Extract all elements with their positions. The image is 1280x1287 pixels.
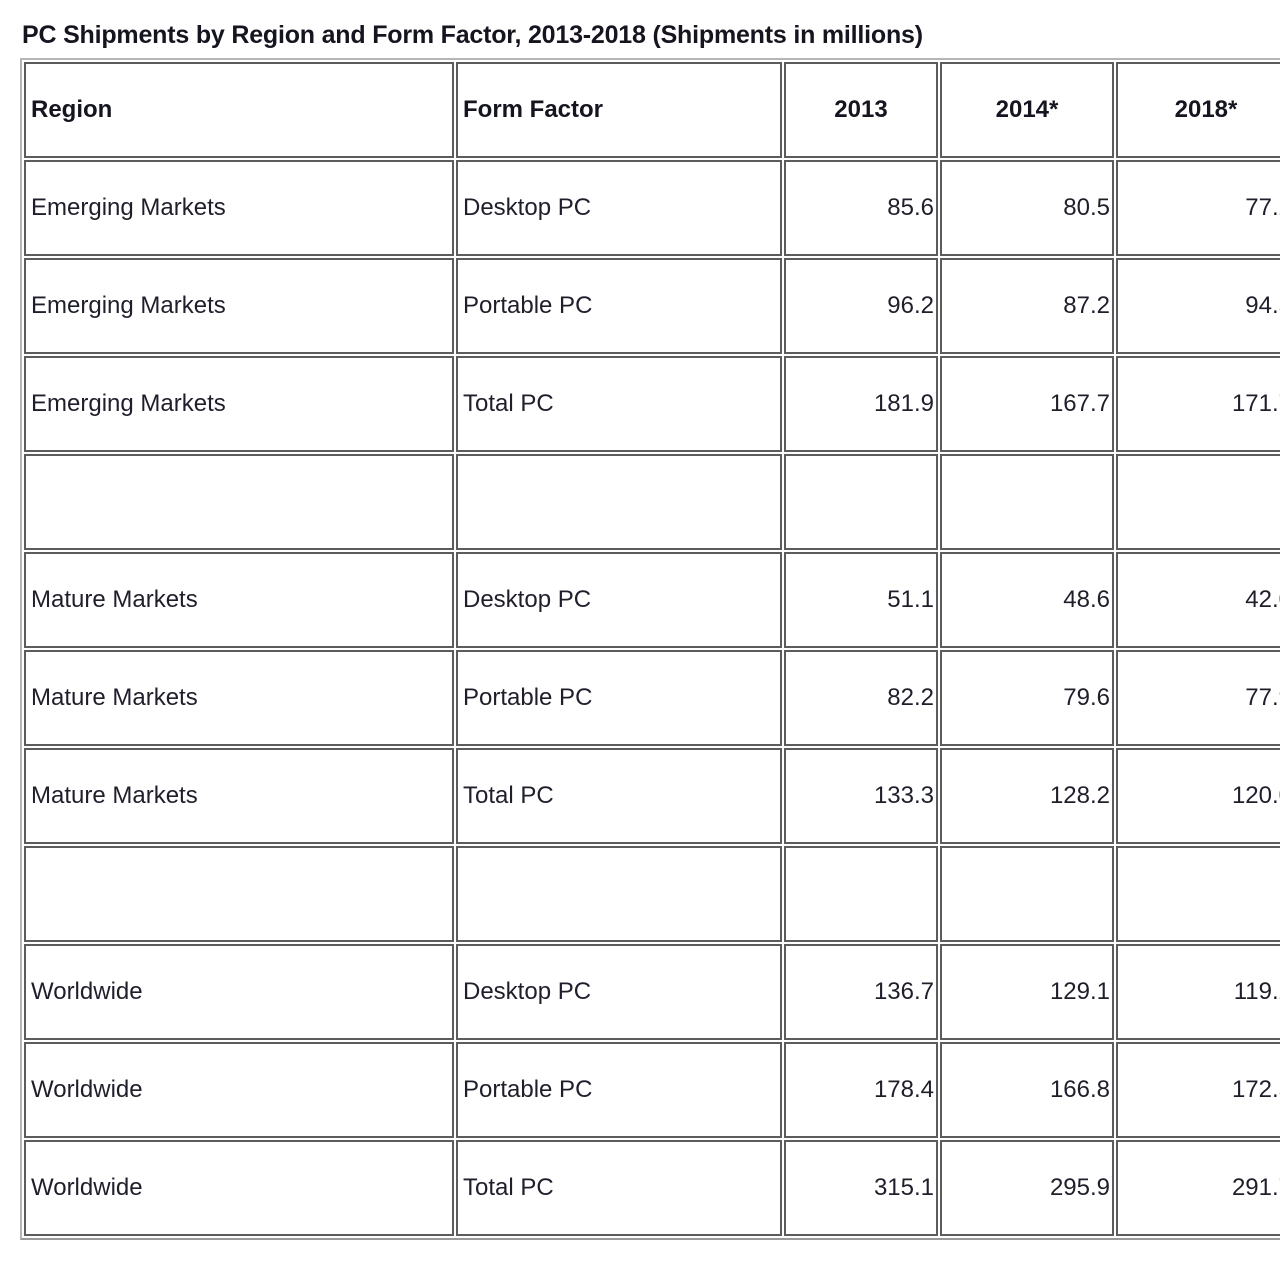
spacer-row	[24, 846, 1280, 942]
cell-2014: 87.2	[940, 258, 1114, 354]
cell-form-factor: Portable PC	[456, 258, 782, 354]
spacer-row	[24, 454, 1280, 550]
cell-2018	[1116, 846, 1280, 942]
cell-region: Worldwide	[24, 1042, 454, 1138]
cell-2014	[940, 846, 1114, 942]
cell-region: Worldwide	[24, 944, 454, 1040]
cell-region: Emerging Markets	[24, 160, 454, 256]
cell-2018: 42.0	[1116, 552, 1280, 648]
cell-2014: 129.1	[940, 944, 1114, 1040]
cell-2018: 77.2	[1116, 160, 1280, 256]
column-header-form-factor[interactable]: Form Factor	[456, 62, 782, 158]
cell-2013: 51.1	[784, 552, 938, 648]
cell-2014: 167.7	[940, 356, 1114, 452]
cell-2018: 94.5	[1116, 258, 1280, 354]
cell-region: Emerging Markets	[24, 356, 454, 452]
cell-form-factor: Portable PC	[456, 1042, 782, 1138]
cell-form-factor	[456, 454, 782, 550]
cell-form-factor: Desktop PC	[456, 552, 782, 648]
cell-2018: 77.9	[1116, 650, 1280, 746]
cell-2014: 295.9	[940, 1140, 1114, 1236]
page-title: PC Shipments by Region and Form Factor, …	[22, 21, 923, 49]
cell-form-factor: Portable PC	[456, 650, 782, 746]
cell-region: Mature Markets	[24, 552, 454, 648]
cell-2018	[1116, 454, 1280, 550]
cell-region: Emerging Markets	[24, 258, 454, 354]
cell-2013: 82.2	[784, 650, 938, 746]
column-header-region[interactable]: Region	[24, 62, 454, 158]
cell-form-factor	[456, 846, 782, 942]
column-header-2014[interactable]: 2014*	[940, 62, 1114, 158]
cell-2014: 80.5	[940, 160, 1114, 256]
cell-region: Worldwide	[24, 1140, 454, 1236]
cell-region: Mature Markets	[24, 748, 454, 844]
cell-2013: 85.6	[784, 160, 938, 256]
pc-shipments-table: Region Form Factor 2013 2014* 2018* Emer…	[20, 58, 1280, 1240]
cell-2014: 79.6	[940, 650, 1114, 746]
cell-region	[24, 846, 454, 942]
cell-region: Mature Markets	[24, 650, 454, 746]
table-header: Region Form Factor 2013 2014* 2018*	[24, 62, 1280, 158]
cell-2013	[784, 846, 938, 942]
cell-2014: 48.6	[940, 552, 1114, 648]
column-header-2013[interactable]: 2013	[784, 62, 938, 158]
cell-2014: 166.8	[940, 1042, 1114, 1138]
cell-2013: 178.4	[784, 1042, 938, 1138]
cell-2013: 315.1	[784, 1140, 938, 1236]
cell-2018: 172.5	[1116, 1042, 1280, 1138]
cell-2018: 171.7	[1116, 356, 1280, 452]
cell-2018: 119.2	[1116, 944, 1280, 1040]
cell-2018: 120.0	[1116, 748, 1280, 844]
cell-region	[24, 454, 454, 550]
cell-2014: 128.2	[940, 748, 1114, 844]
cell-form-factor: Desktop PC	[456, 944, 782, 1040]
cell-2013: 181.9	[784, 356, 938, 452]
cell-2013: 133.3	[784, 748, 938, 844]
header-row: Region Form Factor 2013 2014* 2018*	[24, 62, 1280, 158]
cell-form-factor: Total PC	[456, 748, 782, 844]
cell-2018: 291.7	[1116, 1140, 1280, 1236]
cell-2013	[784, 454, 938, 550]
cell-2013: 96.2	[784, 258, 938, 354]
cell-form-factor: Total PC	[456, 356, 782, 452]
column-header-2018[interactable]: 2018*	[1116, 62, 1280, 158]
cell-2013: 136.7	[784, 944, 938, 1040]
cell-form-factor: Total PC	[456, 1140, 782, 1236]
cell-form-factor: Desktop PC	[456, 160, 782, 256]
table-container: Region Form Factor 2013 2014* 2018* Emer…	[20, 58, 1280, 1240]
cell-2014	[940, 454, 1114, 550]
